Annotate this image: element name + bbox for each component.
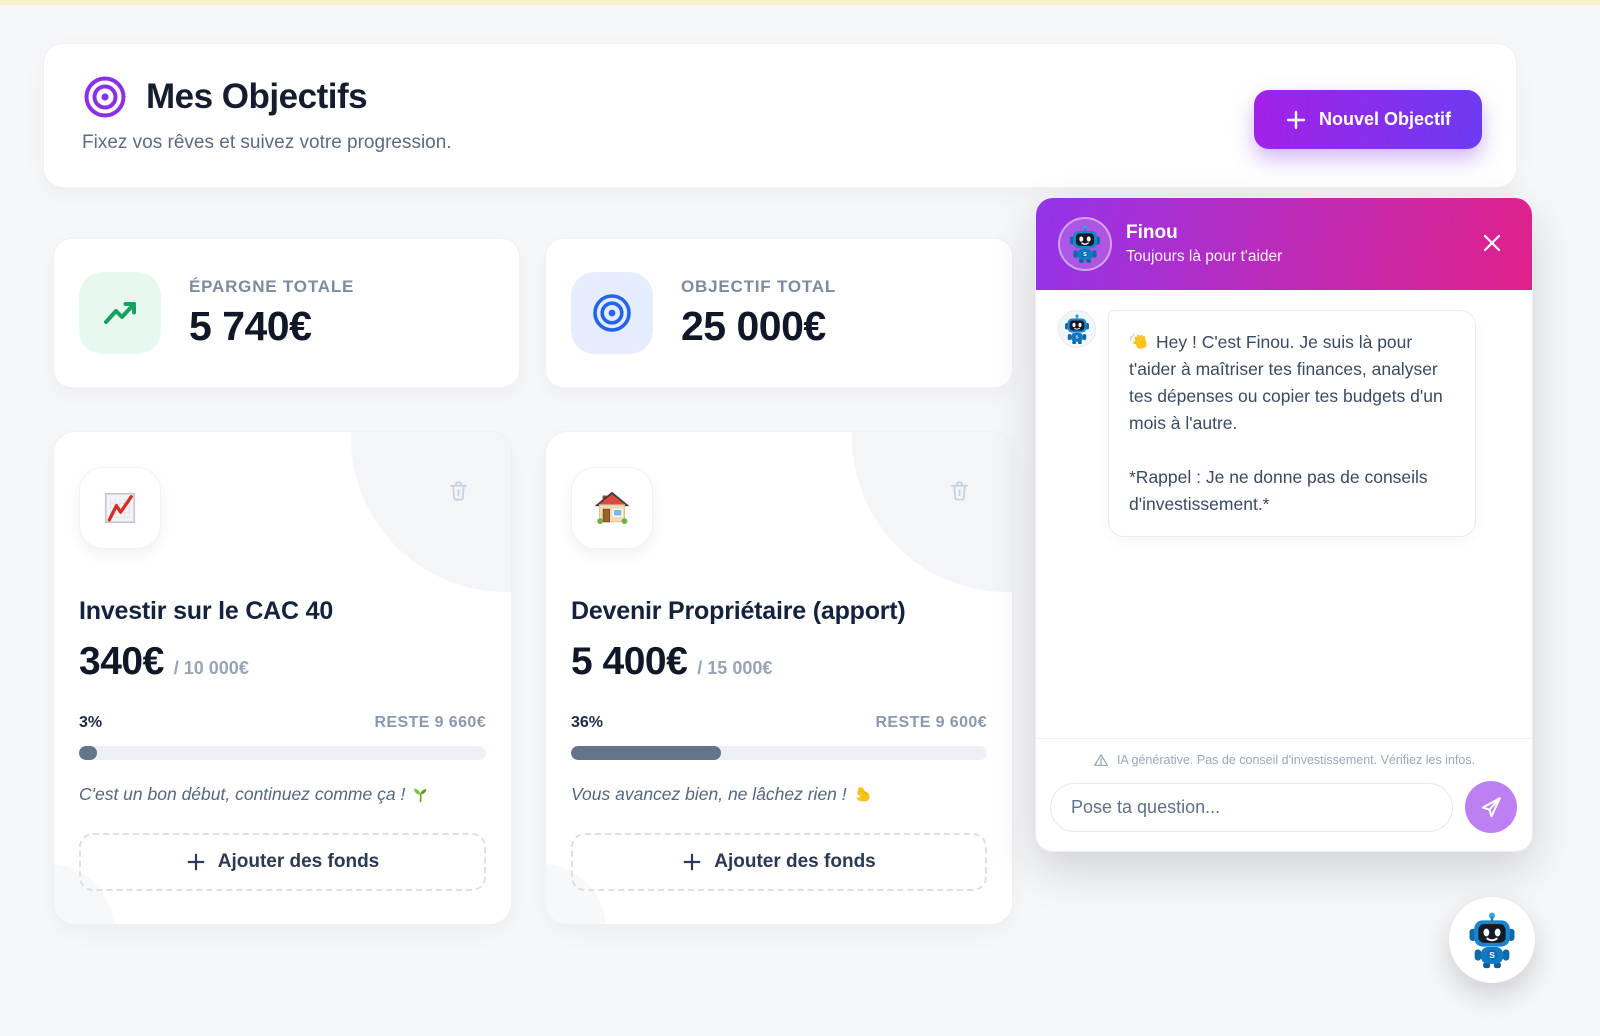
goal-progress-bar <box>79 746 486 760</box>
svg-text:S: S <box>1489 950 1495 960</box>
robot-icon: S <box>1065 224 1105 264</box>
add-funds-button[interactable]: Ajouter des fonds <box>79 833 486 891</box>
robot-icon: S <box>1462 910 1522 970</box>
goal-current-amount: 5 400€ <box>571 640 688 683</box>
goal-target-amount: / 10 000€ <box>173 658 249 678</box>
goal-target-amount: / 15 000€ <box>697 658 773 678</box>
target-blue-icon <box>591 292 633 334</box>
message-paragraph: Hey ! C'est Finou. Je suis là pour t'aid… <box>1129 332 1443 434</box>
top-accent-bar <box>0 0 1600 5</box>
trash-icon <box>447 479 470 502</box>
chat-avatar: S <box>1058 217 1112 271</box>
chat-disclaimer: IA générative. Pas de conseil d'investis… <box>1036 738 1532 779</box>
chart-increasing-icon <box>101 489 139 527</box>
goal-progress-bar <box>571 746 987 760</box>
stat-card-objective: OBJECTIF TOTAL 25 000€ <box>545 238 1013 388</box>
goal-motivation: Vous avancez bien, ne lâchez rien ! <box>571 784 987 805</box>
stat-label: ÉPARGNE TOTALE <box>189 276 355 296</box>
goal-remaining: RESTE 9 660€ <box>374 714 486 731</box>
chat-assistant-tagline: Toujours là pour t'aider <box>1126 248 1283 265</box>
house-icon <box>592 488 632 528</box>
paper-plane-icon <box>1478 794 1504 820</box>
objectives-header-card: Mes Objectifs Fixez vos rêves et suivez … <box>43 43 1517 188</box>
delete-goal-button[interactable] <box>443 475 474 509</box>
goal-card-property: Devenir Propriétaire (apport) 5 400€ / 1… <box>545 431 1013 925</box>
message-paragraph: *Rappel : Je ne donne pas de conseils d'… <box>1129 466 1428 514</box>
chat-message-area: S Hey ! C'est Finou. Je suis là pour t'a… <box>1036 290 1532 733</box>
svg-text:S: S <box>1083 252 1087 258</box>
message-avatar: S <box>1058 310 1096 348</box>
goal-percent: 36% <box>571 714 604 731</box>
goal-percent: 3% <box>79 714 103 731</box>
page-subtitle: Fixez vos rêves et suivez votre progress… <box>82 132 452 153</box>
assistant-message-bubble: Hey ! C'est Finou. Je suis là pour t'aid… <box>1108 310 1476 537</box>
close-icon <box>1480 231 1504 255</box>
warning-icon <box>1093 752 1109 768</box>
send-button[interactable] <box>1465 781 1517 833</box>
waving-hand-icon <box>1129 331 1150 352</box>
seedling-icon <box>411 785 430 804</box>
stat-card-savings: ÉPARGNE TOTALE 5 740€ <box>53 238 520 388</box>
robot-icon: S <box>1061 313 1093 345</box>
chat-close-button[interactable] <box>1474 225 1510 264</box>
goal-card-cac40: Investir sur le CAC 40 340€ / 10 000€ 3%… <box>53 431 512 925</box>
goal-motivation: C'est un bon début, continuez comme ça ! <box>79 784 486 805</box>
goal-current-amount: 340€ <box>79 640 164 683</box>
stat-label: OBJECTIF TOTAL <box>681 276 837 296</box>
chat-mascot-button[interactable]: S <box>1449 897 1535 983</box>
trending-up-icon <box>100 293 140 333</box>
svg-text:S: S <box>1075 335 1078 340</box>
objective-iconbox <box>571 272 653 354</box>
goal-title: Devenir Propriétaire (apport) <box>571 597 906 625</box>
add-funds-button[interactable]: Ajouter des fonds <box>571 833 987 891</box>
goal-remaining: RESTE 9 600€ <box>875 714 987 731</box>
stat-value: 5 740€ <box>189 302 312 349</box>
savings-iconbox <box>79 272 161 354</box>
finou-chat-widget: S Finou Toujours là pour t'aider S Hey !… <box>1035 197 1533 852</box>
stat-value: 25 000€ <box>681 302 826 349</box>
add-funds-label: Ajouter des fonds <box>714 851 876 872</box>
target-purple-icon <box>82 74 128 120</box>
add-funds-label: Ajouter des fonds <box>217 851 380 872</box>
plus-icon <box>186 852 206 872</box>
plus-icon <box>1285 109 1307 131</box>
trash-icon <box>948 479 971 502</box>
chat-header: S Finou Toujours là pour t'aider <box>1036 198 1532 290</box>
chat-question-input[interactable] <box>1050 782 1453 832</box>
goal-progress-fill <box>79 746 97 760</box>
new-goal-button-label: Nouvel Objectif <box>1318 109 1452 129</box>
goal-iconbox <box>571 467 653 549</box>
chat-assistant-name: Finou <box>1126 222 1178 243</box>
goal-progress-fill <box>571 746 721 760</box>
biceps-icon <box>853 785 872 804</box>
goal-iconbox <box>79 467 161 549</box>
page-title: Mes Objectifs <box>146 77 368 116</box>
new-goal-button[interactable]: Nouvel Objectif <box>1254 90 1482 149</box>
plus-icon <box>682 852 702 872</box>
goal-title: Investir sur le CAC 40 <box>79 597 334 625</box>
delete-goal-button[interactable] <box>944 475 975 509</box>
